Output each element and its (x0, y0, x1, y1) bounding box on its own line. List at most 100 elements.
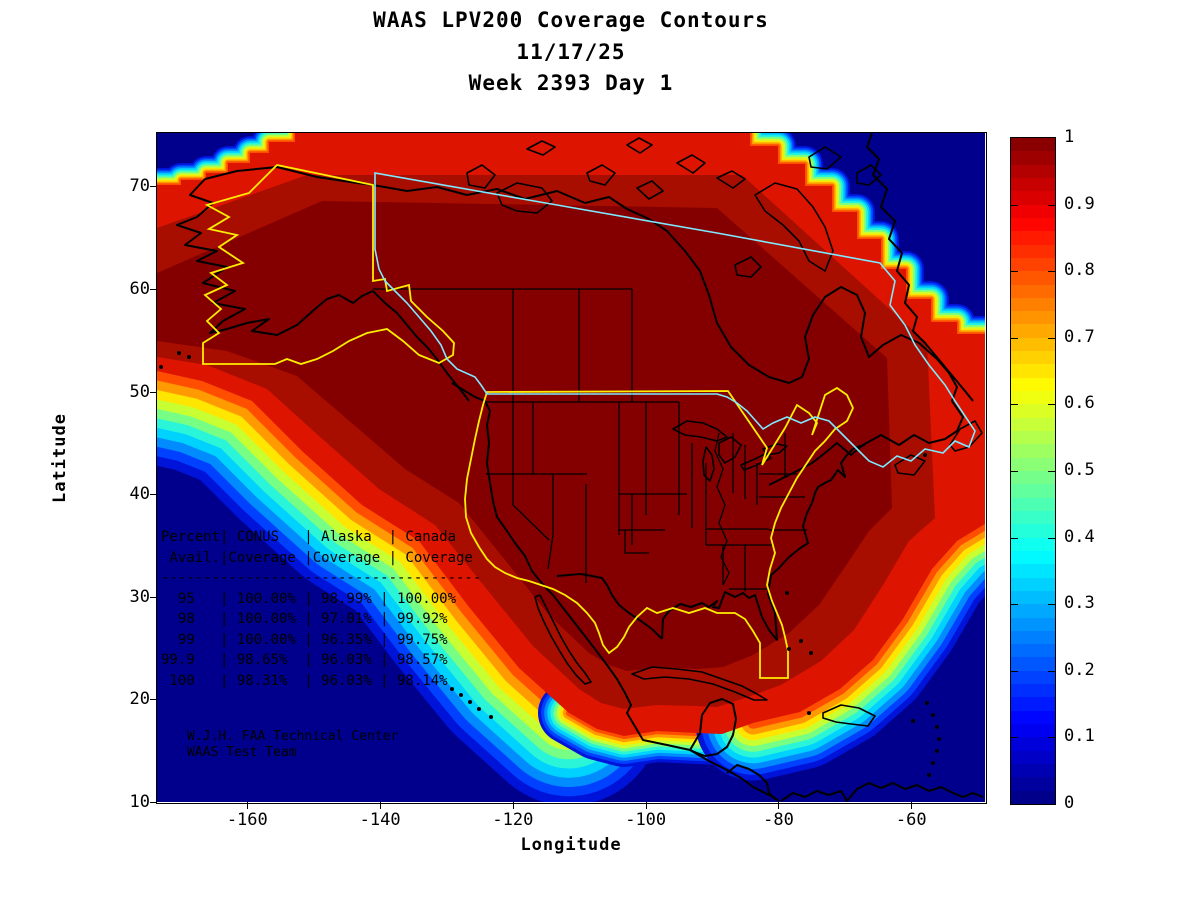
colorbar-band (1011, 337, 1055, 352)
y-tick-mark (150, 186, 157, 188)
colorbar-tick-label: 0.2 (1064, 659, 1095, 680)
colorbar-tick-label: 0.1 (1064, 726, 1095, 747)
coverage-stats-table: Percent| CONUS | Alaska | Canada Avail.|… (161, 529, 482, 689)
colorbar-band (1011, 630, 1055, 645)
colorbar-band (1011, 510, 1055, 525)
colorbar-band (1011, 177, 1055, 192)
x-tick-label: -120 (492, 810, 534, 830)
y-axis-label: Latitude (50, 413, 70, 503)
colorbar-tick-mark (1011, 604, 1018, 606)
x-tick-label: -160 (226, 810, 268, 830)
colorbar-band (1011, 324, 1055, 339)
colorbar-tick-mark (1011, 271, 1018, 273)
x-tick-mark (512, 802, 514, 809)
colorbar-tick-label: 0 (1064, 793, 1075, 813)
colorbar-tick-mark (1011, 404, 1018, 406)
colorbar-tick-label: 0.9 (1064, 193, 1095, 214)
colorbar-tick-mark (1011, 337, 1018, 339)
coverage-contour-map (157, 133, 985, 802)
colorbar-band (1011, 790, 1055, 805)
colorbar-band (1011, 670, 1055, 685)
colorbar-band (1011, 151, 1055, 166)
colorbar-tick-mark (1048, 737, 1055, 739)
colorbar-band (1011, 231, 1055, 246)
colorbar-band (1011, 364, 1055, 379)
y-tick-label: 60 (129, 278, 150, 299)
colorbar-band (1011, 311, 1055, 325)
colorbar-tick-label: 0.8 (1064, 260, 1095, 281)
x-tick-mark (645, 802, 647, 809)
x-tick-label: -80 (763, 810, 794, 830)
colorbar-band (1011, 657, 1055, 672)
chart-date: 11/17/25 (516, 40, 626, 64)
x-tick-mark (247, 802, 249, 809)
x-tick-label: -100 (625, 810, 667, 830)
colorbar-band (1011, 497, 1055, 512)
colorbar-tick-mark (1011, 670, 1018, 672)
colorbar-tick-mark (1048, 670, 1055, 672)
colorbar-band (1011, 764, 1055, 778)
y-tick-label: 10 (129, 792, 150, 812)
colorbar-tick-mark (1048, 604, 1055, 606)
colorbar-tick-mark (1011, 737, 1018, 739)
colorbar-band (1011, 431, 1055, 445)
y-tick-mark (150, 802, 157, 803)
colorbar-tick-label: 0.4 (1064, 526, 1095, 547)
y-tick-mark (150, 391, 157, 393)
colorbar-band (1011, 484, 1055, 499)
colorbar-band (1011, 377, 1055, 392)
colorbar-band (1011, 750, 1055, 765)
colorbar-tick-label: 0.7 (1064, 326, 1095, 347)
chart-week-day: Week 2393 Day 1 (468, 71, 674, 95)
y-tick-label: 50 (129, 381, 150, 402)
x-axis-label: Longitude (520, 835, 622, 855)
colorbar-band (1011, 524, 1055, 539)
colorbar-band (1011, 404, 1055, 419)
y-tick-label: 70 (129, 176, 150, 197)
colorbar-band (1011, 537, 1055, 552)
colorbar-band (1011, 351, 1055, 365)
colorbar-tick-mark (1048, 271, 1055, 273)
colorbar-tick-label: 0.5 (1064, 460, 1095, 480)
colorbar-band (1011, 297, 1055, 312)
colorbar-tick-mark (1011, 204, 1018, 206)
colorbar-tick-mark (1048, 537, 1055, 539)
colorbar-band (1011, 724, 1055, 738)
colorbar-band (1011, 164, 1055, 179)
colorbar-band (1011, 204, 1055, 219)
y-tick-label: 30 (129, 586, 150, 607)
colorbar-tick-mark (1011, 537, 1018, 539)
colorbar-band (1011, 138, 1055, 152)
x-tick-label: -140 (359, 810, 401, 830)
colorbar-tick-mark (1011, 471, 1018, 472)
x-tick-mark (911, 802, 913, 809)
y-tick-mark (150, 596, 157, 598)
colorbar-band (1011, 191, 1055, 206)
colorbar (1010, 137, 1056, 805)
colorbar-band (1011, 710, 1055, 725)
colorbar-band (1011, 550, 1055, 565)
colorbar-band (1011, 777, 1055, 792)
colorbar-band (1011, 244, 1055, 259)
colorbar-band (1011, 644, 1055, 658)
y-tick-label: 40 (129, 484, 150, 505)
colorbar-band (1011, 564, 1055, 579)
y-tick-label: 20 (129, 689, 150, 710)
colorbar-tick-mark (1048, 471, 1055, 472)
colorbar-tick-mark (1048, 204, 1055, 206)
colorbar-band (1011, 391, 1055, 405)
chart-title: WAAS LPV200 Coverage Contours (373, 8, 769, 32)
x-tick-mark (380, 802, 382, 809)
colorbar-band (1011, 684, 1055, 698)
colorbar-tick-mark (1048, 404, 1055, 406)
colorbar-band (1011, 217, 1055, 232)
colorbar-band (1011, 471, 1055, 485)
colorbar-band (1011, 457, 1055, 472)
colorbar-band (1011, 604, 1055, 618)
colorbar-tick-mark (1048, 337, 1055, 339)
x-tick-mark (778, 802, 780, 809)
colorbar-band (1011, 697, 1055, 712)
colorbar-band (1011, 590, 1055, 605)
colorbar-band (1011, 617, 1055, 632)
